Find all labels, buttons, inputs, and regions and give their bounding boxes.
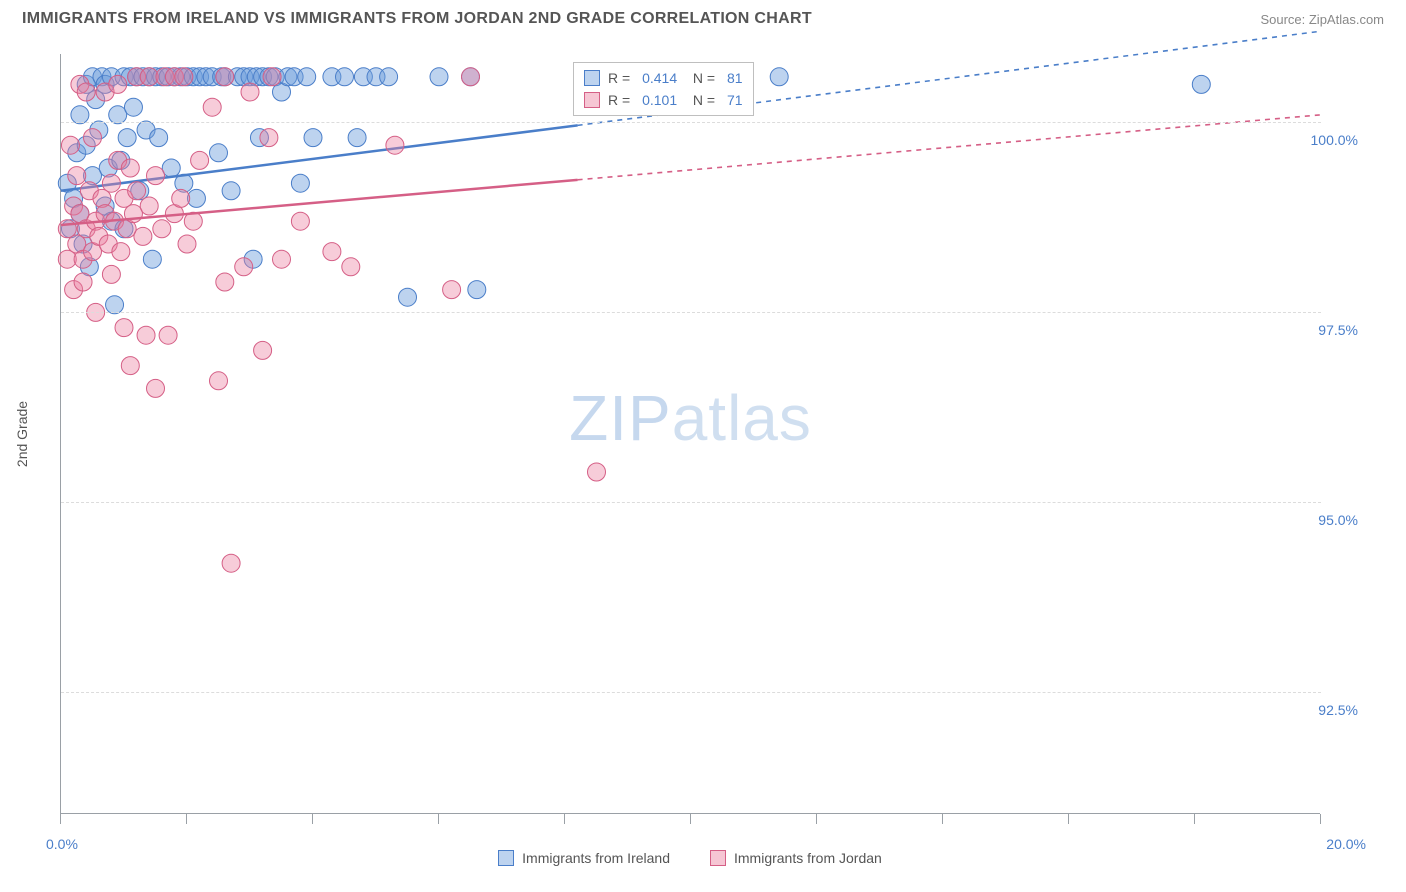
data-point — [162, 159, 180, 177]
y-axis-label: 2nd Grade — [14, 401, 30, 467]
data-point — [191, 151, 209, 169]
data-point — [254, 341, 272, 359]
data-point — [263, 68, 281, 86]
x-tick — [816, 814, 817, 824]
data-point — [588, 463, 606, 481]
x-tick — [186, 814, 187, 824]
data-point — [68, 167, 86, 185]
x-tick — [1068, 814, 1069, 824]
n-ireland: 81 — [727, 67, 743, 89]
x-tick — [942, 814, 943, 824]
data-point — [124, 98, 142, 116]
x-axis-max: 20.0% — [1326, 836, 1366, 852]
data-point — [443, 281, 461, 299]
r-jordan: 0.101 — [642, 89, 677, 111]
data-point — [1192, 75, 1210, 93]
correlation-legend: R = 0.414 N = 81 R = 0.101 N = 71 — [573, 62, 754, 116]
y-tick-label: 95.0% — [60, 512, 1366, 528]
data-point — [178, 235, 196, 253]
data-point — [462, 68, 480, 86]
data-point — [121, 357, 139, 375]
data-point — [342, 258, 360, 276]
gridline — [61, 502, 1321, 503]
data-point — [380, 68, 398, 86]
data-point — [147, 379, 165, 397]
series-legend: Immigrants from Ireland Immigrants from … — [60, 850, 1320, 866]
data-point — [298, 68, 316, 86]
data-point — [273, 250, 291, 268]
data-point — [102, 174, 120, 192]
data-point — [235, 258, 253, 276]
data-point — [102, 265, 120, 283]
data-point — [147, 167, 165, 185]
scatter-svg — [61, 54, 1321, 814]
data-point — [109, 106, 127, 124]
swatch-ireland-bottom — [498, 850, 514, 866]
x-tick — [1320, 814, 1321, 824]
swatch-jordan — [584, 92, 600, 108]
legend-item-ireland: Immigrants from Ireland — [498, 850, 670, 866]
legend-row-ireland: R = 0.414 N = 81 — [584, 67, 743, 89]
data-point — [121, 159, 139, 177]
swatch-ireland — [584, 70, 600, 86]
data-point — [203, 98, 221, 116]
data-point — [770, 68, 788, 86]
n-jordan: 71 — [727, 89, 743, 111]
x-ticks — [60, 814, 1320, 824]
data-point — [106, 296, 124, 314]
data-point — [140, 197, 158, 215]
legend-label-jordan: Immigrants from Jordan — [734, 850, 882, 866]
x-tick — [312, 814, 313, 824]
legend-item-jordan: Immigrants from Jordan — [710, 850, 882, 866]
data-point — [468, 281, 486, 299]
data-point — [77, 83, 95, 101]
data-point — [172, 189, 190, 207]
data-point — [153, 220, 171, 238]
y-tick-label: 97.5% — [60, 322, 1366, 338]
x-tick — [1194, 814, 1195, 824]
data-point — [336, 68, 354, 86]
data-point — [128, 182, 146, 200]
data-point — [143, 250, 161, 268]
data-point — [134, 227, 152, 245]
legend-label-ireland: Immigrants from Ireland — [522, 850, 670, 866]
x-tick — [60, 814, 61, 824]
data-point — [222, 554, 240, 572]
legend-row-jordan: R = 0.101 N = 71 — [584, 89, 743, 111]
gridline — [61, 122, 1321, 123]
x-tick — [564, 814, 565, 824]
x-tick — [438, 814, 439, 824]
chart-title: IMMIGRANTS FROM IRELAND VS IMMIGRANTS FR… — [22, 10, 812, 28]
plot-area: ZIPatlas — [60, 54, 1320, 814]
y-tick-label: 92.5% — [60, 702, 1366, 718]
data-point — [74, 273, 92, 291]
data-point — [216, 68, 234, 86]
data-point — [109, 75, 127, 93]
data-point — [112, 243, 130, 261]
gridline — [61, 312, 1321, 313]
data-point — [71, 106, 89, 124]
y-tick-label: 100.0% — [60, 132, 1366, 148]
data-point — [291, 174, 309, 192]
data-point — [175, 68, 193, 86]
swatch-jordan-bottom — [710, 850, 726, 866]
data-point — [222, 182, 240, 200]
data-point — [210, 372, 228, 390]
y-axis-label-container: 2nd Grade — [12, 54, 32, 814]
gridline — [61, 692, 1321, 693]
source-label: Source: ZipAtlas.com — [1260, 12, 1384, 27]
data-point — [399, 288, 417, 306]
data-point — [323, 243, 341, 261]
data-point — [430, 68, 448, 86]
r-ireland: 0.414 — [642, 67, 677, 89]
data-point — [216, 273, 234, 291]
data-point — [241, 83, 259, 101]
data-point — [291, 212, 309, 230]
x-tick — [690, 814, 691, 824]
